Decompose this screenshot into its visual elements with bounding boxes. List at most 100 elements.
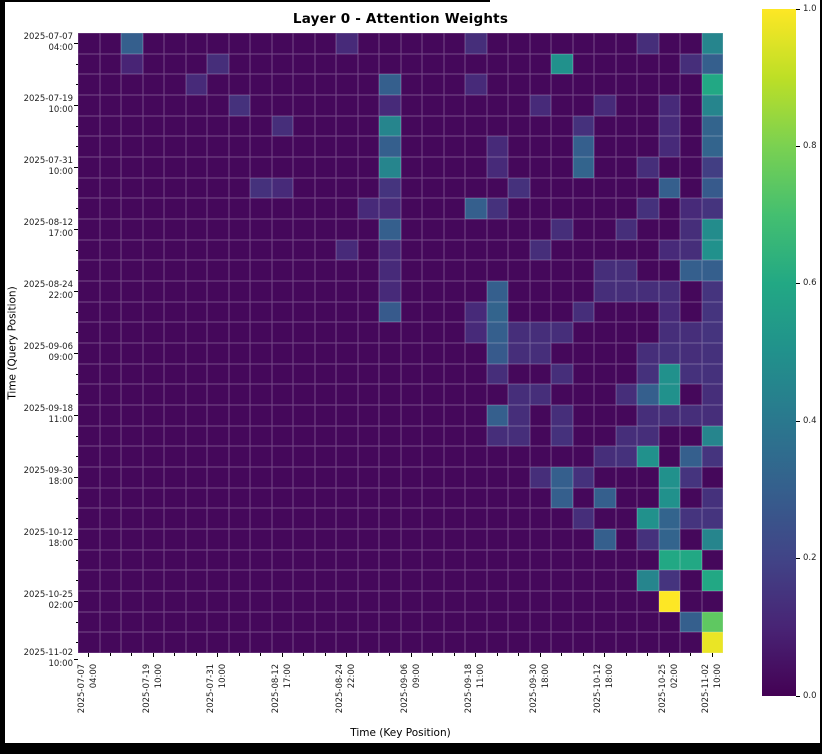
heatmap-cell (164, 177, 186, 199)
heatmap-cell (572, 549, 594, 571)
heatmap-cell (551, 136, 573, 157)
heatmap-cell (293, 549, 315, 571)
heatmap-cell (637, 136, 659, 157)
heatmap-cell (336, 33, 358, 54)
heatmap-cell (142, 342, 164, 364)
heatmap-cell (314, 280, 336, 302)
heatmap-cell (78, 611, 100, 633)
heatmap-cell (572, 156, 594, 178)
heatmap-cell (680, 508, 702, 529)
x-minor-tick (389, 653, 391, 656)
heatmap-cell (594, 549, 616, 571)
heatmap-cell (314, 466, 336, 488)
heatmap-cell (551, 156, 573, 178)
heatmap-cell (121, 528, 143, 550)
heatmap-cell (572, 342, 594, 364)
heatmap-cell (594, 425, 616, 447)
heatmap-cell (572, 74, 594, 95)
heatmap-cell (336, 404, 358, 426)
heatmap-cell (78, 404, 100, 426)
heatmap-cell (78, 446, 100, 467)
heatmap-cell (465, 549, 487, 571)
heatmap-cell (142, 425, 164, 447)
heatmap-cell (572, 425, 594, 447)
heatmap-cell (314, 632, 336, 653)
heatmap-cell (121, 260, 143, 281)
heatmap-cell (250, 611, 272, 633)
heatmap-cell (357, 33, 379, 54)
heatmap-cell (185, 260, 207, 281)
heatmap-cell (465, 528, 487, 550)
heatmap-cell (121, 446, 143, 467)
heatmap-cell (594, 404, 616, 426)
heatmap-cell (357, 342, 379, 364)
heatmap-cell (379, 301, 401, 323)
heatmap-cell (142, 590, 164, 612)
heatmap-cell (422, 570, 444, 591)
heatmap-cell (701, 260, 723, 281)
heatmap-cell (357, 611, 379, 633)
heatmap-cell (164, 156, 186, 178)
heatmap-cell (680, 425, 702, 447)
heatmap-cell (78, 239, 100, 261)
heatmap-cell (443, 342, 465, 364)
heatmap-cell (336, 156, 358, 178)
heatmap-cell (99, 508, 121, 529)
heatmap-cell (680, 404, 702, 426)
heatmap-cell (422, 115, 444, 137)
heatmap-cell (185, 632, 207, 653)
heatmap-cell (701, 280, 723, 302)
heatmap-cell (271, 74, 293, 95)
heatmap-cell (78, 632, 100, 653)
heatmap-cell (207, 590, 229, 612)
heatmap-cell (185, 342, 207, 364)
heatmap-cell (486, 218, 508, 240)
heatmap-cell (529, 301, 551, 323)
heatmap-cell (637, 549, 659, 571)
heatmap-cell (207, 508, 229, 529)
heatmap-cell (314, 33, 336, 54)
heatmap-cell (164, 136, 186, 157)
heatmap-cell (529, 549, 551, 571)
x-tick-label: 2025-09-18 11:00 (464, 659, 488, 717)
heatmap-cell (701, 53, 723, 75)
heatmap-cell (443, 239, 465, 261)
heatmap-cell (271, 280, 293, 302)
heatmap-cell (465, 74, 487, 95)
heatmap-cell (508, 177, 530, 199)
colorbar-tick-mark (796, 558, 800, 560)
x-tick-label-text: 2025-09-30 18:00 (528, 663, 551, 713)
heatmap-cell (400, 446, 422, 467)
heatmap-cell (508, 136, 530, 157)
heatmap-cell (164, 260, 186, 281)
heatmap-cell (615, 136, 637, 157)
heatmap-cell (121, 508, 143, 529)
heatmap-cell (293, 33, 315, 54)
heatmap-cell (164, 590, 186, 612)
heatmap-cell (701, 322, 723, 343)
heatmap-cell (443, 570, 465, 591)
heatmap-cell (207, 632, 229, 653)
heatmap-cell (164, 570, 186, 591)
heatmap-cell (422, 590, 444, 612)
x-axis-title: Time (Key Position) (350, 727, 451, 739)
heatmap-cell (121, 590, 143, 612)
heatmap-cell (680, 632, 702, 653)
heatmap-cell (529, 177, 551, 199)
heatmap-cell (594, 177, 616, 199)
heatmap-cell (336, 590, 358, 612)
heatmap-cell (658, 590, 680, 612)
heatmap-cell (357, 198, 379, 219)
heatmap-cell (185, 301, 207, 323)
heatmap-cell (336, 446, 358, 467)
heatmap-cell (142, 466, 164, 488)
heatmap-cell (142, 487, 164, 509)
heatmap-cell (250, 425, 272, 447)
heatmap-cell (293, 115, 315, 137)
heatmap-cell (400, 260, 422, 281)
heatmap-cell (271, 611, 293, 633)
heatmap-cell (400, 632, 422, 653)
x-minor-tick (324, 653, 326, 656)
heatmap-cell (529, 33, 551, 54)
heatmap-cell (529, 280, 551, 302)
